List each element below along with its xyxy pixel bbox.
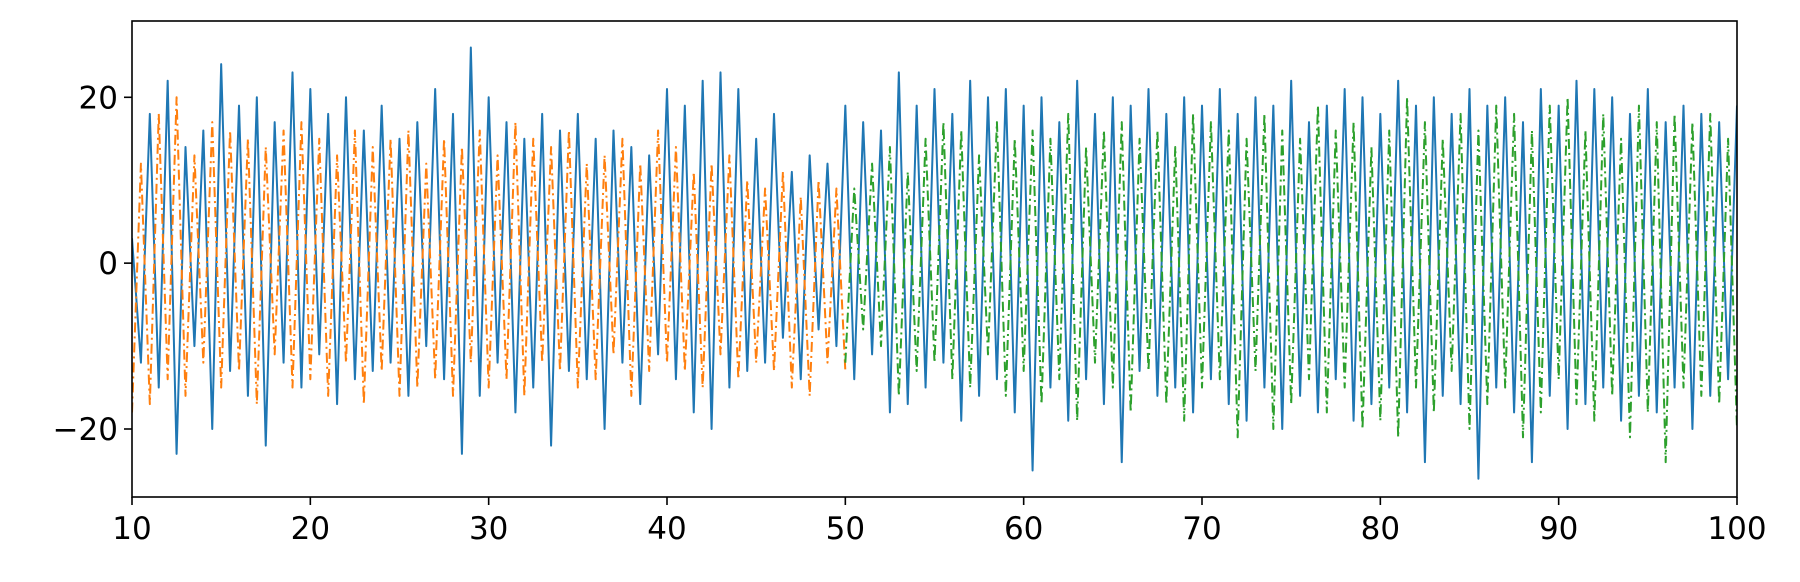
y-tick-label: 20 bbox=[79, 80, 118, 116]
series-line bbox=[132, 96, 847, 413]
x-tick-label: 100 bbox=[1707, 511, 1766, 547]
x-tick-label: 80 bbox=[1361, 511, 1400, 547]
x-tick-label: 40 bbox=[647, 511, 686, 547]
series-line bbox=[132, 46, 1737, 480]
x-tick-label: 70 bbox=[1182, 511, 1221, 547]
y-tick-label: −20 bbox=[53, 412, 118, 448]
x-tick-label: 60 bbox=[1004, 511, 1043, 547]
x-tick-label: 30 bbox=[469, 511, 508, 547]
x-tick-label: 50 bbox=[826, 511, 865, 547]
x-tick-label: 20 bbox=[291, 511, 330, 547]
x-tick-label: 90 bbox=[1539, 511, 1578, 547]
x-tick-label: 10 bbox=[112, 511, 151, 547]
series-line bbox=[844, 96, 1737, 464]
y-tick-label: 0 bbox=[98, 246, 118, 282]
plot-frame bbox=[131, 20, 1738, 498]
